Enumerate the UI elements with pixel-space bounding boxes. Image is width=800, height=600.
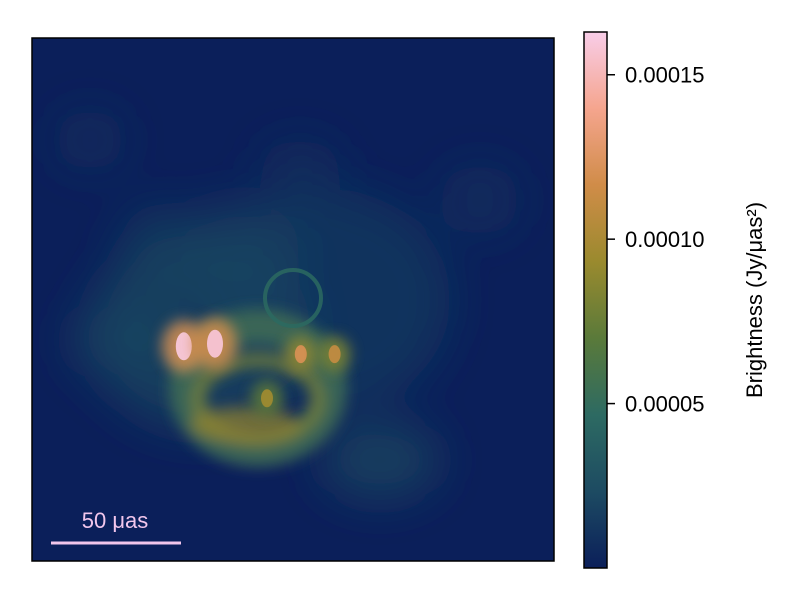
knot-core xyxy=(207,329,223,358)
colorbar-ticks: 0.00005 0.00010 0.00015 xyxy=(607,63,705,417)
scale-bar: 50 μas xyxy=(51,508,181,545)
bright-knots xyxy=(161,317,351,417)
colorbar-tick-label: 0.00010 xyxy=(625,227,705,252)
colorbar-tick-label: 0.00015 xyxy=(625,63,705,88)
emission-ring xyxy=(169,309,347,467)
colorbar: 0.00005 0.00010 0.00015 Brightness (Jy/μas… xyxy=(583,31,767,569)
diffuse-emission xyxy=(55,110,520,500)
colorbar-tick-label: 0.00005 xyxy=(625,392,705,417)
faint-ring-feature xyxy=(263,268,323,328)
scale-bar-label: 50 μas xyxy=(82,508,149,533)
knot-core xyxy=(175,332,192,361)
colorbar-frame xyxy=(583,31,608,569)
colorbar-label: Brightness (Jy/μas²) xyxy=(742,202,767,398)
image-frame xyxy=(31,37,555,562)
knot-core xyxy=(261,389,273,408)
knot-core xyxy=(328,345,341,364)
colorbar-gradient xyxy=(584,32,607,568)
image-panel: 50 μas xyxy=(32,38,554,561)
knot-core xyxy=(294,345,307,364)
